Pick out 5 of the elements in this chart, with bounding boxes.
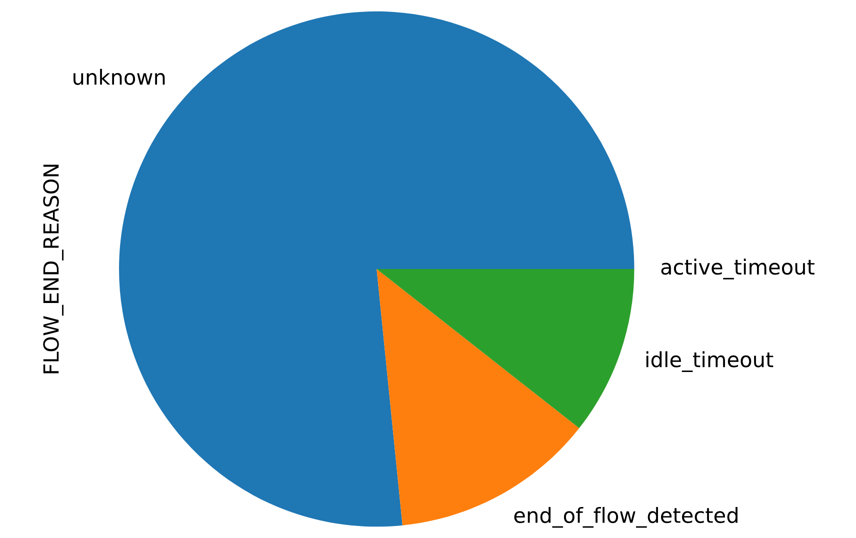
slice-label: end_of_flow_detected — [514, 506, 738, 528]
slice-label: unknown — [74, 68, 165, 85]
text: FLOW_END_REASON — [43, 164, 64, 374]
category-label: active_timeout — [661, 258, 814, 280]
slice-label: idle_timeout — [646, 351, 774, 372]
